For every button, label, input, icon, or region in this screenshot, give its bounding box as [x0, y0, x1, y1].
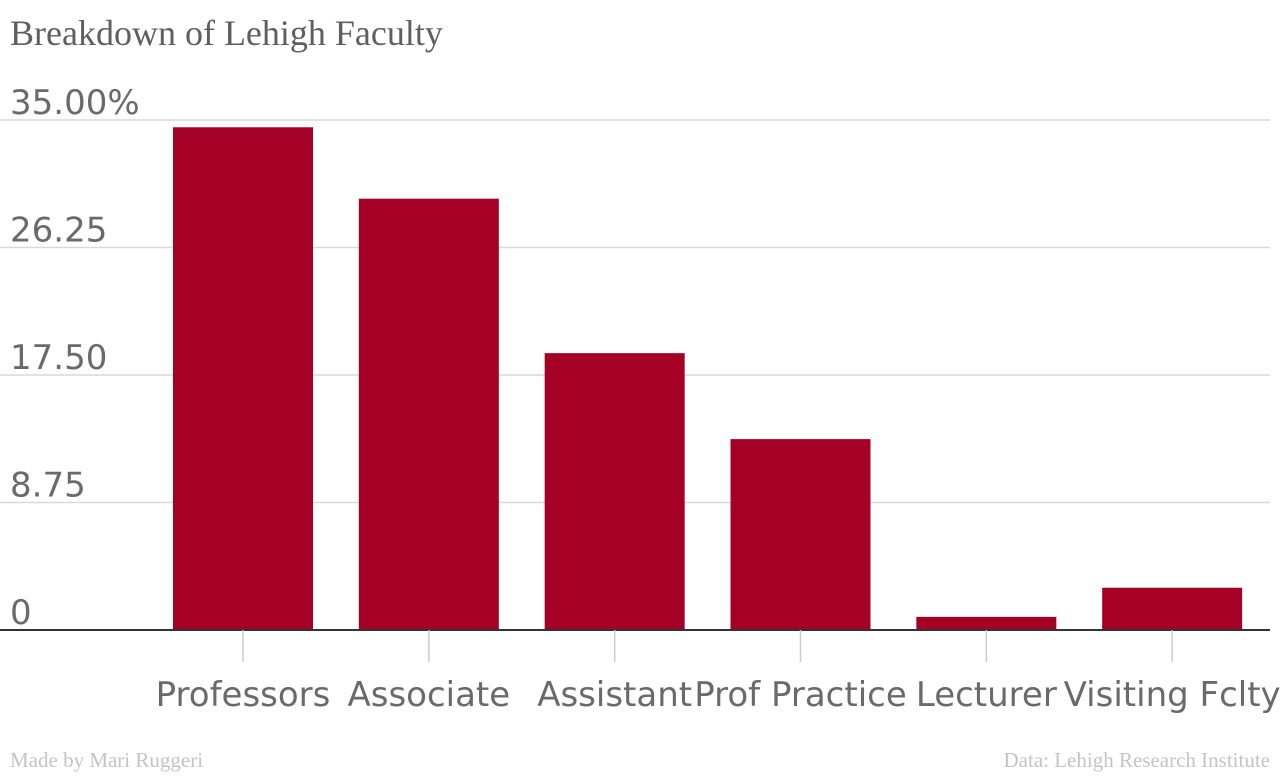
x-axis — [0, 629, 1270, 662]
x-tick-label: Prof Practice — [694, 675, 907, 715]
bar — [544, 353, 685, 630]
y-axis-labels: 0 8.75 17.50 26.25 35.00% — [10, 83, 140, 633]
x-axis-labels: Professors Associate Assistant Prof Practic… — [156, 675, 1280, 715]
bar — [1102, 587, 1243, 630]
bars — [173, 127, 1243, 631]
bar — [173, 127, 313, 631]
x-tick-label: Lecturer — [916, 675, 1057, 715]
bar — [730, 439, 871, 630]
bar — [916, 616, 1057, 630]
y-tick-label: 35.00% — [10, 83, 140, 123]
source-text: Data: Lehigh Research Institute — [1003, 748, 1271, 772]
x-tick-label: Visiting Fclty — [1064, 675, 1280, 715]
y-tick-label: 26.25 — [10, 211, 107, 251]
y-tick-label: 8.75 — [10, 466, 86, 506]
chart-title: Breakdown of Lehigh Faculty — [10, 13, 443, 53]
bar — [358, 198, 499, 630]
x-tick-label: Associate — [347, 675, 510, 715]
credit-text: Made by Mari Ruggeri — [10, 748, 204, 772]
y-tick-label: 17.50 — [10, 338, 107, 378]
x-tick-label: Assistant — [537, 675, 692, 715]
y-tick-label: 0 — [10, 593, 32, 633]
x-tick-label: Professors — [156, 675, 331, 715]
